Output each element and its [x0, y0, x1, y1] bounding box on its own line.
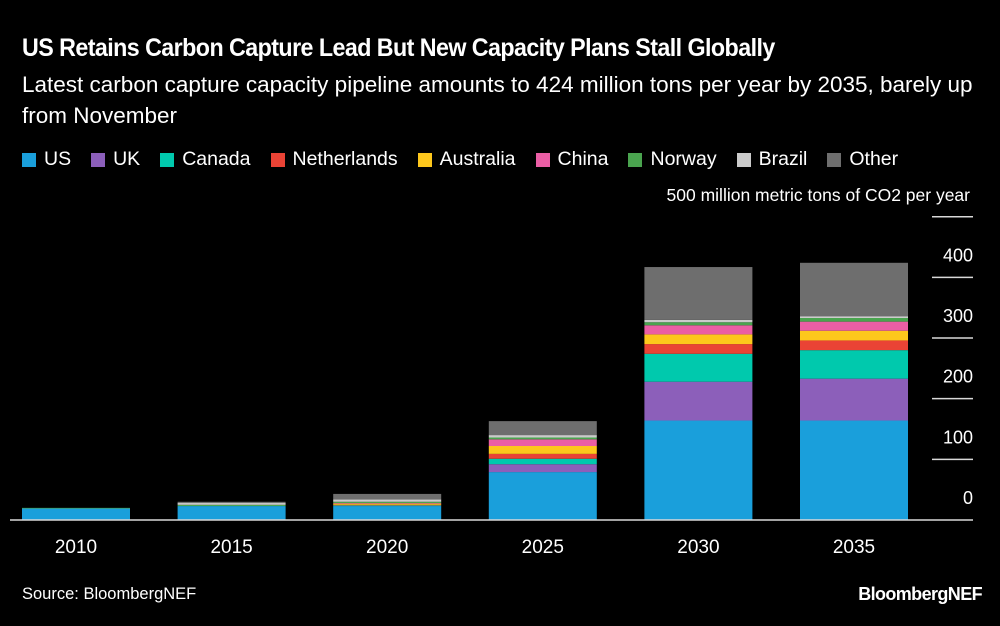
bar-segment-2025-netherlands — [488, 453, 597, 459]
bar-segment-2015-us — [177, 506, 286, 520]
legend-item-other: Other — [827, 148, 898, 171]
bar-segment-2025-australia — [488, 445, 597, 454]
bar-segment-2020-other — [333, 493, 442, 500]
bar-segment-2035-norway — [800, 318, 908, 322]
bar-segment-2015-norway — [177, 504, 286, 507]
legend-label: Netherlands — [292, 148, 398, 170]
x-tick-label-2020: 2020 — [366, 537, 408, 558]
legend-item-norway: Norway — [628, 148, 717, 171]
bar-segment-2030-australia — [644, 334, 753, 345]
bar-segment-2030-brazil — [644, 319, 753, 323]
bar-segment-2020-netherlands — [333, 504, 442, 506]
bar-segment-2035-china — [800, 321, 908, 331]
x-tick-label-2030: 2030 — [677, 537, 719, 558]
legend-item-us: US — [22, 148, 71, 171]
legend-item-china: China — [535, 148, 609, 171]
bar-segment-2025-us — [488, 472, 597, 520]
legend-label: US — [44, 148, 72, 170]
legend-item-australia: Australia — [417, 148, 516, 171]
legend-swatch — [535, 152, 550, 167]
bar-segment-2020-canada — [333, 505, 442, 507]
legend-label: Australia — [439, 148, 516, 170]
bar-segment-2010-us — [22, 508, 130, 520]
legend-label: Brazil — [758, 148, 808, 170]
legend-label: UK — [113, 148, 141, 170]
bar-segment-2020-china — [333, 503, 442, 504]
bar-segment-2035-canada — [800, 350, 908, 379]
bar-segment-2025-china — [488, 439, 597, 446]
legend: US UK Canada Netherlands Australia China Norwa… — [22, 148, 918, 171]
legend-swatch — [417, 152, 432, 167]
legend-item-netherlands: Netherlands — [270, 148, 398, 171]
legend-swatch — [270, 152, 285, 167]
bar-segment-2030-us — [644, 420, 753, 520]
bar-segment-2025-brazil — [488, 435, 597, 438]
y-tick-label-0: 0 — [963, 488, 973, 508]
bar-segment-2035-brazil — [800, 316, 908, 319]
legend-item-uk: UK — [91, 148, 140, 171]
bar-segment-2030-uk — [644, 381, 753, 421]
bar-segment-2035-netherlands — [800, 340, 908, 351]
bar-segment-2030-other — [644, 267, 753, 320]
legend-item-brazil: Brazil — [736, 148, 808, 171]
legend-swatch — [736, 152, 751, 167]
bar-segment-2035-australia — [800, 330, 908, 341]
bar-segment-2035-us — [800, 420, 908, 520]
bar-segment-2015-other — [177, 501, 286, 504]
legend-label: Other — [849, 148, 899, 170]
bar-segment-2025-norway — [488, 437, 597, 440]
legend-swatch — [827, 152, 842, 167]
x-tick-label-2015: 2015 — [210, 537, 252, 558]
bar-segment-2025-uk — [488, 464, 597, 473]
legend-label: Norway — [650, 148, 717, 170]
source-note: Source: BloombergNEF — [22, 585, 197, 603]
bar-segment-2015-brazil — [177, 503, 286, 505]
bar-segment-2030-norway — [644, 322, 753, 326]
bar-segment-2020-norway — [333, 501, 442, 504]
bar-segment-2025-other — [488, 421, 597, 436]
bar-segment-2010-norway — [22, 507, 130, 509]
legend-swatch — [160, 152, 175, 167]
legend-swatch — [628, 152, 643, 167]
legend-item-canada: Canada — [160, 148, 251, 171]
y-tick-label-100: 100 — [943, 427, 973, 447]
x-tick-label-2035: 2035 — [833, 537, 875, 558]
bar-segment-2025-canada — [488, 458, 597, 465]
legend-label: Canada — [182, 148, 251, 170]
x-tick-label-2025: 2025 — [522, 537, 564, 558]
legend-swatch — [91, 152, 106, 167]
chart-title: US Retains Carbon Capture Lead But New C… — [22, 34, 775, 62]
legend-swatch — [22, 152, 36, 167]
bar-segment-2030-netherlands — [644, 344, 753, 354]
legend-label: China — [557, 148, 609, 170]
bar-segment-2020-australia — [333, 503, 442, 505]
chart-subtitle: Latest carbon capture capacity pipeline … — [22, 72, 973, 128]
y-tick-label-300: 300 — [943, 306, 973, 326]
x-tick-label-2010: 2010 — [55, 537, 97, 558]
y-axis-unit-label: 500 million metric tons of CO2 per year — [666, 185, 970, 205]
bar-segment-2035-other — [800, 262, 908, 317]
bar-segment-2030-canada — [644, 353, 753, 382]
y-tick-label-400: 400 — [943, 245, 973, 265]
brand-logo: BloombergNEF — [858, 584, 982, 604]
bar-segment-2030-china — [644, 325, 753, 335]
bar-segment-2035-uk — [800, 378, 908, 421]
bar-segment-2020-us — [333, 506, 442, 520]
bar-segment-2020-brazil — [333, 499, 442, 502]
y-tick-label-200: 200 — [943, 367, 973, 387]
